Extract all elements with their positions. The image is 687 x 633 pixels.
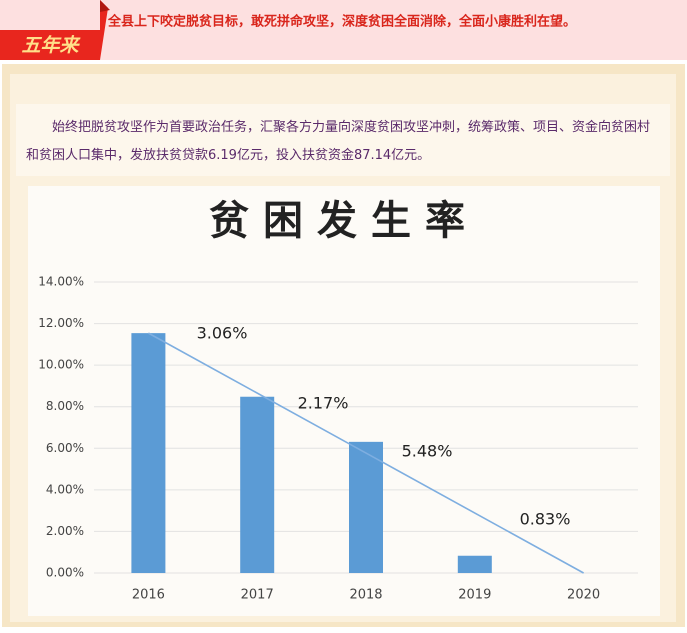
y-tick-label: 6.00% xyxy=(46,441,84,455)
y-tick-label: 4.00% xyxy=(46,482,84,496)
y-tick-label: 14.00% xyxy=(38,275,84,289)
annotation: 3.06% xyxy=(197,324,248,343)
paragraph: 始终把脱贫攻坚作为首要政治任务，汇聚各方力量向深度贫困攻坚冲刺，统筹政策、项目、… xyxy=(26,120,651,163)
x-tick-label: 2018 xyxy=(349,588,382,603)
annotation: 5.48% xyxy=(402,442,453,461)
annotation: 2.17% xyxy=(298,394,349,413)
chart-title: 贫困发生率 xyxy=(209,197,479,244)
y-tick-label: 10.00% xyxy=(38,358,84,372)
annotation: 0.83% xyxy=(520,510,571,529)
y-tick-label: 8.00% xyxy=(46,399,84,413)
y-tick-label: 2.00% xyxy=(46,524,84,538)
trend-line xyxy=(148,332,584,574)
tab-text: 五年来 xyxy=(21,35,81,57)
x-tick-label: 2016 xyxy=(132,588,165,603)
banner xyxy=(0,0,687,60)
y-tick-label: 0.00% xyxy=(46,566,84,580)
tab xyxy=(0,0,108,60)
bar xyxy=(131,333,166,573)
paragraph-holder: 始终把脱贫攻坚作为首要政治任务，汇聚各方力量向深度贫困攻坚冲刺，统筹政策、项目、… xyxy=(26,120,651,163)
x-tick-label: 2020 xyxy=(567,588,600,603)
bar xyxy=(349,441,383,573)
bar xyxy=(240,396,275,573)
y-tick-label: 12.00% xyxy=(38,316,84,330)
bar xyxy=(457,555,492,573)
tab-fold xyxy=(100,0,110,12)
x-tick-label: 2017 xyxy=(241,588,274,603)
x-tick-label: 2019 xyxy=(458,588,491,603)
paragraph-box xyxy=(16,104,670,176)
headline: 全县上下咬定脱贫目标，敢死拼命攻坚，深度贫困全面消除，全面小康胜利在望。 xyxy=(107,14,576,30)
